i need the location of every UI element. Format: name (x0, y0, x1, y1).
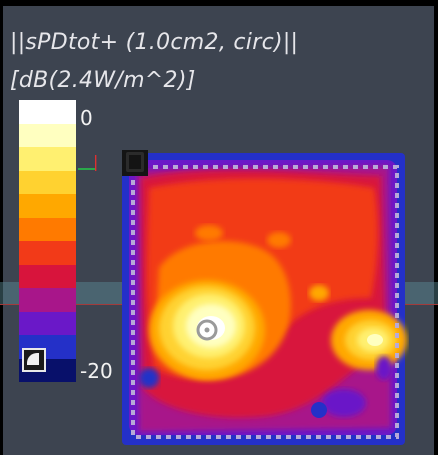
heatmap-island-3 (309, 285, 329, 301)
title-units: [dB(2.4W/m^2)] (10, 68, 196, 93)
title-quantity: ||sPDtot+ (1.0cm2, circ)|| (10, 30, 299, 55)
colorbar-step-1 (19, 123, 76, 147)
field-title: ||sPDtot+ (1.0cm2, circ)|| [dB(2.4W/m^2)… (10, 24, 298, 100)
heatmap-cold-spot-3 (311, 402, 327, 418)
colorbar-step-9 (19, 311, 76, 335)
corner-toggle-icon[interactable] (22, 348, 46, 372)
right-border (434, 0, 438, 455)
colorbar-min-label: -20 (80, 359, 113, 383)
left-border (0, 0, 3, 455)
colorbar-step-3 (19, 170, 76, 194)
colorbar-step-4 (19, 194, 76, 218)
power-density-heatmap (122, 153, 407, 445)
colorbar-step-6 (19, 241, 76, 265)
orientation-marker (122, 150, 148, 176)
probe-marker-center (204, 327, 210, 333)
heatmap-island-1 (195, 225, 223, 241)
probe-marker-icon (196, 319, 218, 341)
colorbar-max-label: 0 (80, 106, 93, 130)
colorbar-step-8 (19, 288, 76, 312)
heatmap-cold-spot-2 (139, 368, 159, 388)
scan-area-outline (131, 165, 399, 439)
colorbar-step-2 (19, 147, 76, 171)
top-border (0, 0, 438, 6)
heatmap-island-2 (267, 232, 291, 248)
colorbar-step-0 (19, 100, 76, 124)
heatmap-secondary-cream (367, 334, 383, 346)
colorbar-step-5 (19, 217, 76, 241)
color-legend-bar (19, 100, 76, 382)
heatmap-cold-spot-4 (376, 356, 392, 380)
heatmap-cold-spot-1 (322, 389, 366, 417)
threshold-tick: | (93, 152, 99, 171)
colorbar-step-7 (19, 264, 76, 288)
threshold-marker (78, 168, 96, 170)
